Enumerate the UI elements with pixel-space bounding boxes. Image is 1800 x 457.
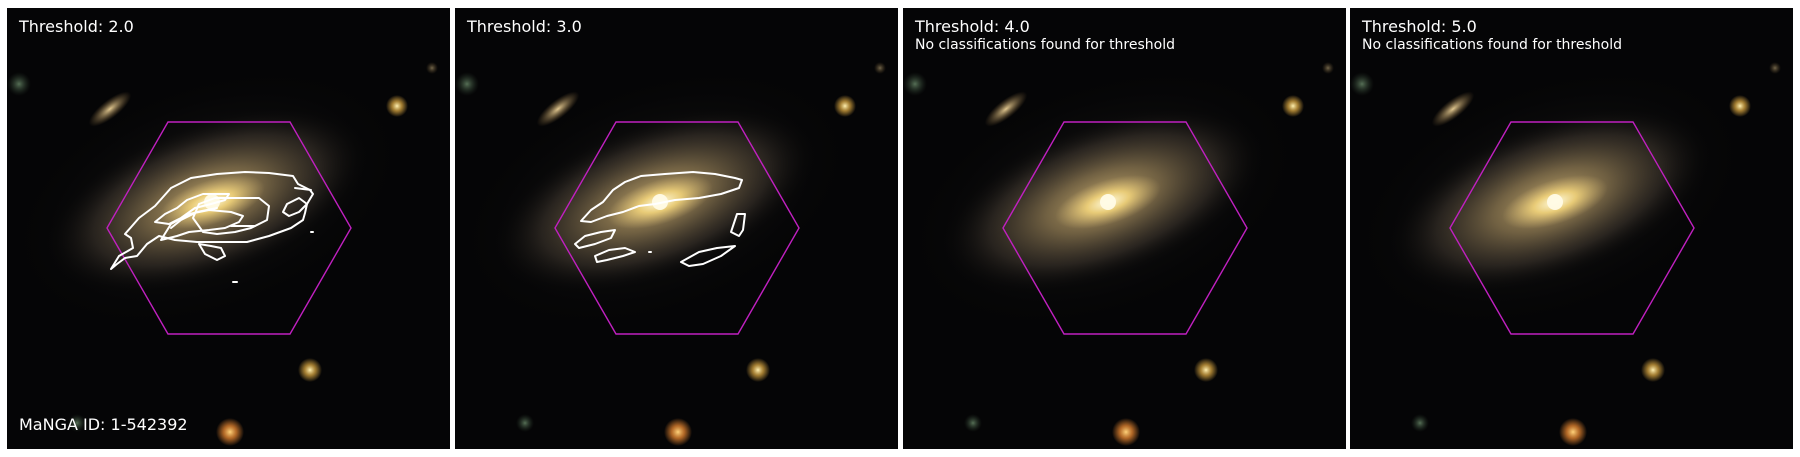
panel-threshold-2: Threshold: 2.0 MaNGA ID: 1-542392 bbox=[7, 8, 450, 449]
no-classification-note: No classifications found for threshold bbox=[915, 37, 1175, 53]
no-classification-note: No classifications found for threshold bbox=[1362, 37, 1622, 53]
panel-threshold-5: Threshold: 5.0 No classifications found … bbox=[1350, 8, 1793, 449]
galaxy-image bbox=[7, 8, 450, 449]
galaxy-image bbox=[903, 8, 1346, 449]
panel-title: Threshold: 4.0 bbox=[915, 17, 1030, 36]
manga-id-label: MaNGA ID: 1-542392 bbox=[19, 415, 188, 434]
galaxy-image bbox=[1350, 8, 1793, 449]
panel-threshold-4: Threshold: 4.0 No classifications found … bbox=[903, 8, 1346, 449]
panel-title: Threshold: 2.0 bbox=[19, 17, 134, 36]
panel-threshold-3: Threshold: 3.0 bbox=[455, 8, 898, 449]
panel-title: Threshold: 3.0 bbox=[467, 17, 582, 36]
panel-title: Threshold: 5.0 bbox=[1362, 17, 1477, 36]
galaxy-image bbox=[455, 8, 898, 449]
